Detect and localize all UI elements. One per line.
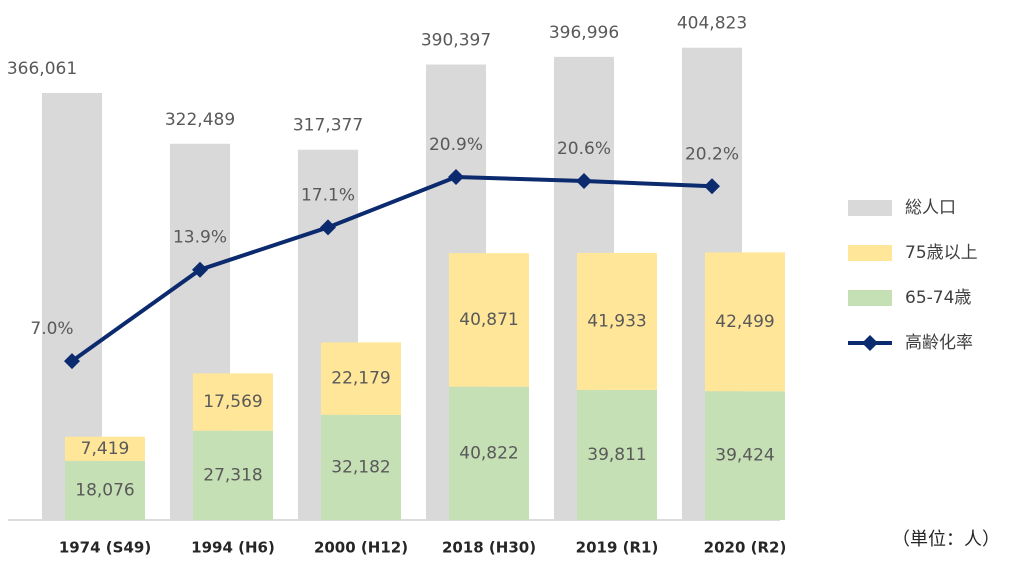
value-label: 390,397 xyxy=(421,31,491,51)
value-label: 18,076 xyxy=(75,480,134,500)
stacked-bar xyxy=(449,253,529,387)
value-label: 322,489 xyxy=(165,110,235,130)
value-label: 17,569 xyxy=(203,392,262,412)
rate-line xyxy=(70,174,713,363)
value-label: 32,182 xyxy=(331,457,390,477)
value-label: 20.6% xyxy=(557,139,611,159)
value-label: 396,996 xyxy=(549,23,619,43)
legend-label: 総人口 xyxy=(905,198,956,218)
value-label: 40,871 xyxy=(459,310,518,330)
rate-marker xyxy=(576,172,592,189)
value-label: 13.9% xyxy=(173,228,227,248)
value-label: 22,179 xyxy=(331,369,390,389)
stacked-bar xyxy=(705,252,785,392)
x-tick-label: 2020 (R2) xyxy=(704,539,787,557)
stacked-bar xyxy=(193,373,273,431)
stacked-bar xyxy=(577,389,657,520)
legend-swatch xyxy=(848,290,892,306)
value-label: 41,933 xyxy=(587,311,646,331)
rate-marker xyxy=(448,169,464,185)
value-label: 7,419 xyxy=(81,439,130,459)
unit-note: （単位：人） xyxy=(892,529,1000,550)
value-label: 40,822 xyxy=(459,443,518,463)
stacked-bar xyxy=(65,460,145,520)
x-tick-label: 1974 (S49) xyxy=(59,539,151,557)
stacked-bar xyxy=(65,436,145,461)
rate-marker xyxy=(192,261,208,278)
stacked-bar xyxy=(449,386,529,520)
stacked-bar xyxy=(321,414,401,520)
x-tick-label: 2019 (R1) xyxy=(576,539,659,557)
value-label: 317,377 xyxy=(293,116,363,136)
legend-label: 65-74歳 xyxy=(905,288,971,308)
value-label: 20.9% xyxy=(429,135,483,155)
value-label: 39,811 xyxy=(587,445,646,465)
rate-marker xyxy=(320,219,336,236)
stacked-bar xyxy=(193,430,273,520)
rate-marker xyxy=(64,353,80,370)
value-label: 17.1% xyxy=(301,185,355,205)
stacked-bar xyxy=(577,252,657,390)
stacked-bar xyxy=(705,391,785,520)
legend-marker xyxy=(862,335,878,351)
value-label: 42,499 xyxy=(715,312,774,332)
stacked-bar xyxy=(321,342,401,415)
value-label: 366,061 xyxy=(7,59,77,79)
value-label: 404,823 xyxy=(677,14,747,34)
value-label: 7.0% xyxy=(30,319,73,339)
x-tick-label: 2000 (H12) xyxy=(314,539,408,557)
value-label: 27,318 xyxy=(203,465,262,485)
legend-label: 高齢化率 xyxy=(905,333,973,353)
x-tick-label: 2018 (H30) xyxy=(442,539,536,557)
value-label: 20.2% xyxy=(685,144,739,164)
rate-marker xyxy=(704,178,720,195)
legend-label: 75歳以上 xyxy=(905,243,978,263)
legend-swatch xyxy=(848,245,892,261)
value-label: 39,424 xyxy=(715,446,774,466)
x-tick-label: 1994 (H6) xyxy=(191,539,275,557)
legend-swatch xyxy=(848,200,892,216)
